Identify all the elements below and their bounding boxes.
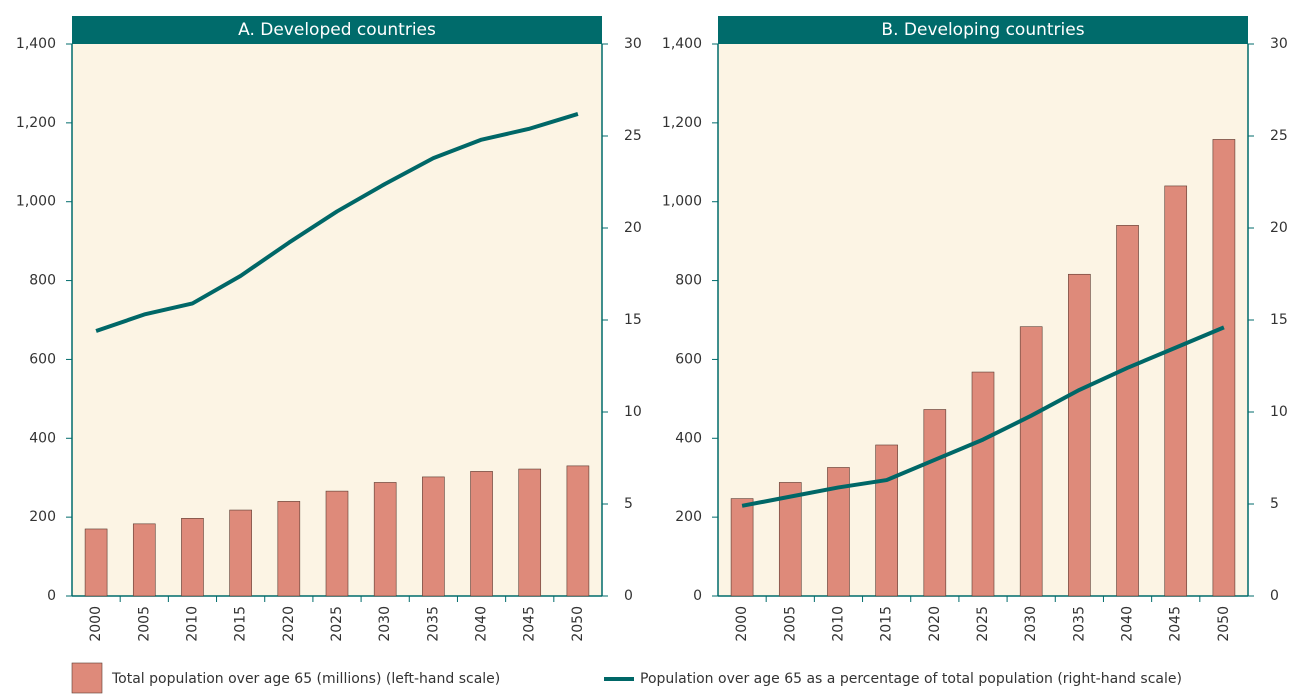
y2-tick-label: 15	[1270, 312, 1288, 328]
y-tick-label: 1,200	[662, 115, 702, 131]
x-tick-label: 2035	[1071, 606, 1087, 642]
y-tick-label: 1,000	[16, 194, 56, 210]
x-tick-label: 2030	[377, 606, 393, 642]
legend-label: Total population over age 65 (millions) …	[111, 671, 500, 687]
y-tick-label: 400	[29, 430, 56, 446]
x-tick-label: 2000	[734, 606, 750, 642]
x-tick-label: 2020	[927, 606, 943, 642]
line	[95, 112, 579, 333]
x-tick-label: 2015	[233, 606, 249, 642]
bar	[1068, 273, 1091, 597]
bar	[971, 371, 995, 597]
bar	[470, 471, 493, 597]
x-tick-label: 2035	[425, 606, 441, 642]
panel-header	[718, 16, 1248, 44]
bar	[923, 409, 947, 597]
y-tick-label: 600	[29, 351, 56, 367]
bar	[422, 476, 445, 597]
y2-tick-label: 30	[1270, 36, 1288, 52]
bar	[132, 523, 156, 597]
bar	[1116, 225, 1139, 597]
x-tick-label: 2010	[830, 606, 846, 642]
x-tick-label: 2020	[281, 606, 297, 642]
y2-tick-label: 25	[624, 128, 642, 144]
bar	[1164, 185, 1188, 597]
x-tick-label: 2040	[474, 606, 490, 642]
y-tick-label: 600	[675, 351, 702, 367]
bar	[373, 482, 397, 597]
x-tick-label: 2045	[522, 606, 538, 642]
legend-swatch	[71, 662, 103, 694]
y-tick-label: 0	[47, 588, 56, 604]
bar	[730, 498, 754, 597]
x-tick-label: 2015	[879, 606, 895, 642]
y2-tick-label: 5	[1270, 496, 1279, 512]
y-tick-label: 200	[675, 509, 702, 525]
bar	[84, 528, 108, 597]
x-tick-label: 2000	[88, 606, 104, 642]
line	[741, 325, 1225, 508]
y2-tick-label: 20	[1270, 220, 1288, 236]
y2-tick-label: 0	[1270, 588, 1279, 604]
y2-tick-label: 15	[624, 312, 642, 328]
y2-tick-label: 30	[624, 36, 642, 52]
y2-tick-label: 25	[1270, 128, 1288, 144]
y-tick-label: 1,000	[662, 194, 702, 210]
y2-tick-label: 0	[624, 588, 633, 604]
bar	[875, 444, 898, 597]
x-tick-label: 2050	[1216, 606, 1232, 642]
y2-tick-label: 10	[1270, 404, 1288, 420]
panel-header	[72, 16, 602, 44]
x-tick-label: 2045	[1168, 606, 1184, 642]
y-tick-label: 1,200	[16, 115, 56, 131]
y2-tick-label: 5	[624, 496, 633, 512]
bar	[518, 468, 542, 597]
x-tick-label: 2030	[1023, 606, 1039, 642]
bar	[778, 482, 802, 597]
x-tick-label: 2040	[1120, 606, 1136, 642]
y-tick-label: 0	[693, 588, 702, 604]
x-tick-label: 2005	[782, 606, 798, 642]
bar	[1019, 326, 1043, 597]
y-tick-label: 1,400	[16, 36, 56, 52]
bar	[277, 501, 301, 597]
legend-label: Population over age 65 as a percentage o…	[640, 671, 1182, 687]
bar	[827, 467, 850, 597]
x-tick-label: 2050	[570, 606, 586, 642]
y-tick-label: 800	[29, 273, 56, 289]
x-tick-label: 2025	[329, 606, 345, 642]
x-tick-label: 2025	[975, 606, 991, 642]
y2-tick-label: 20	[624, 220, 642, 236]
panel-title: A. Developed countries	[238, 20, 436, 40]
y-tick-label: 400	[675, 430, 702, 446]
x-tick-label: 2010	[184, 606, 200, 642]
bar	[1212, 139, 1236, 597]
y-tick-label: 800	[675, 273, 702, 289]
panel-title: B. Developing countries	[881, 20, 1084, 40]
bar	[181, 518, 204, 597]
x-tick-label: 2005	[136, 606, 152, 642]
y2-tick-label: 10	[624, 404, 642, 420]
bar	[325, 490, 349, 597]
bar	[229, 509, 252, 597]
y-tick-label: 200	[29, 509, 56, 525]
y-tick-label: 1,400	[662, 36, 702, 52]
bar	[566, 465, 590, 597]
